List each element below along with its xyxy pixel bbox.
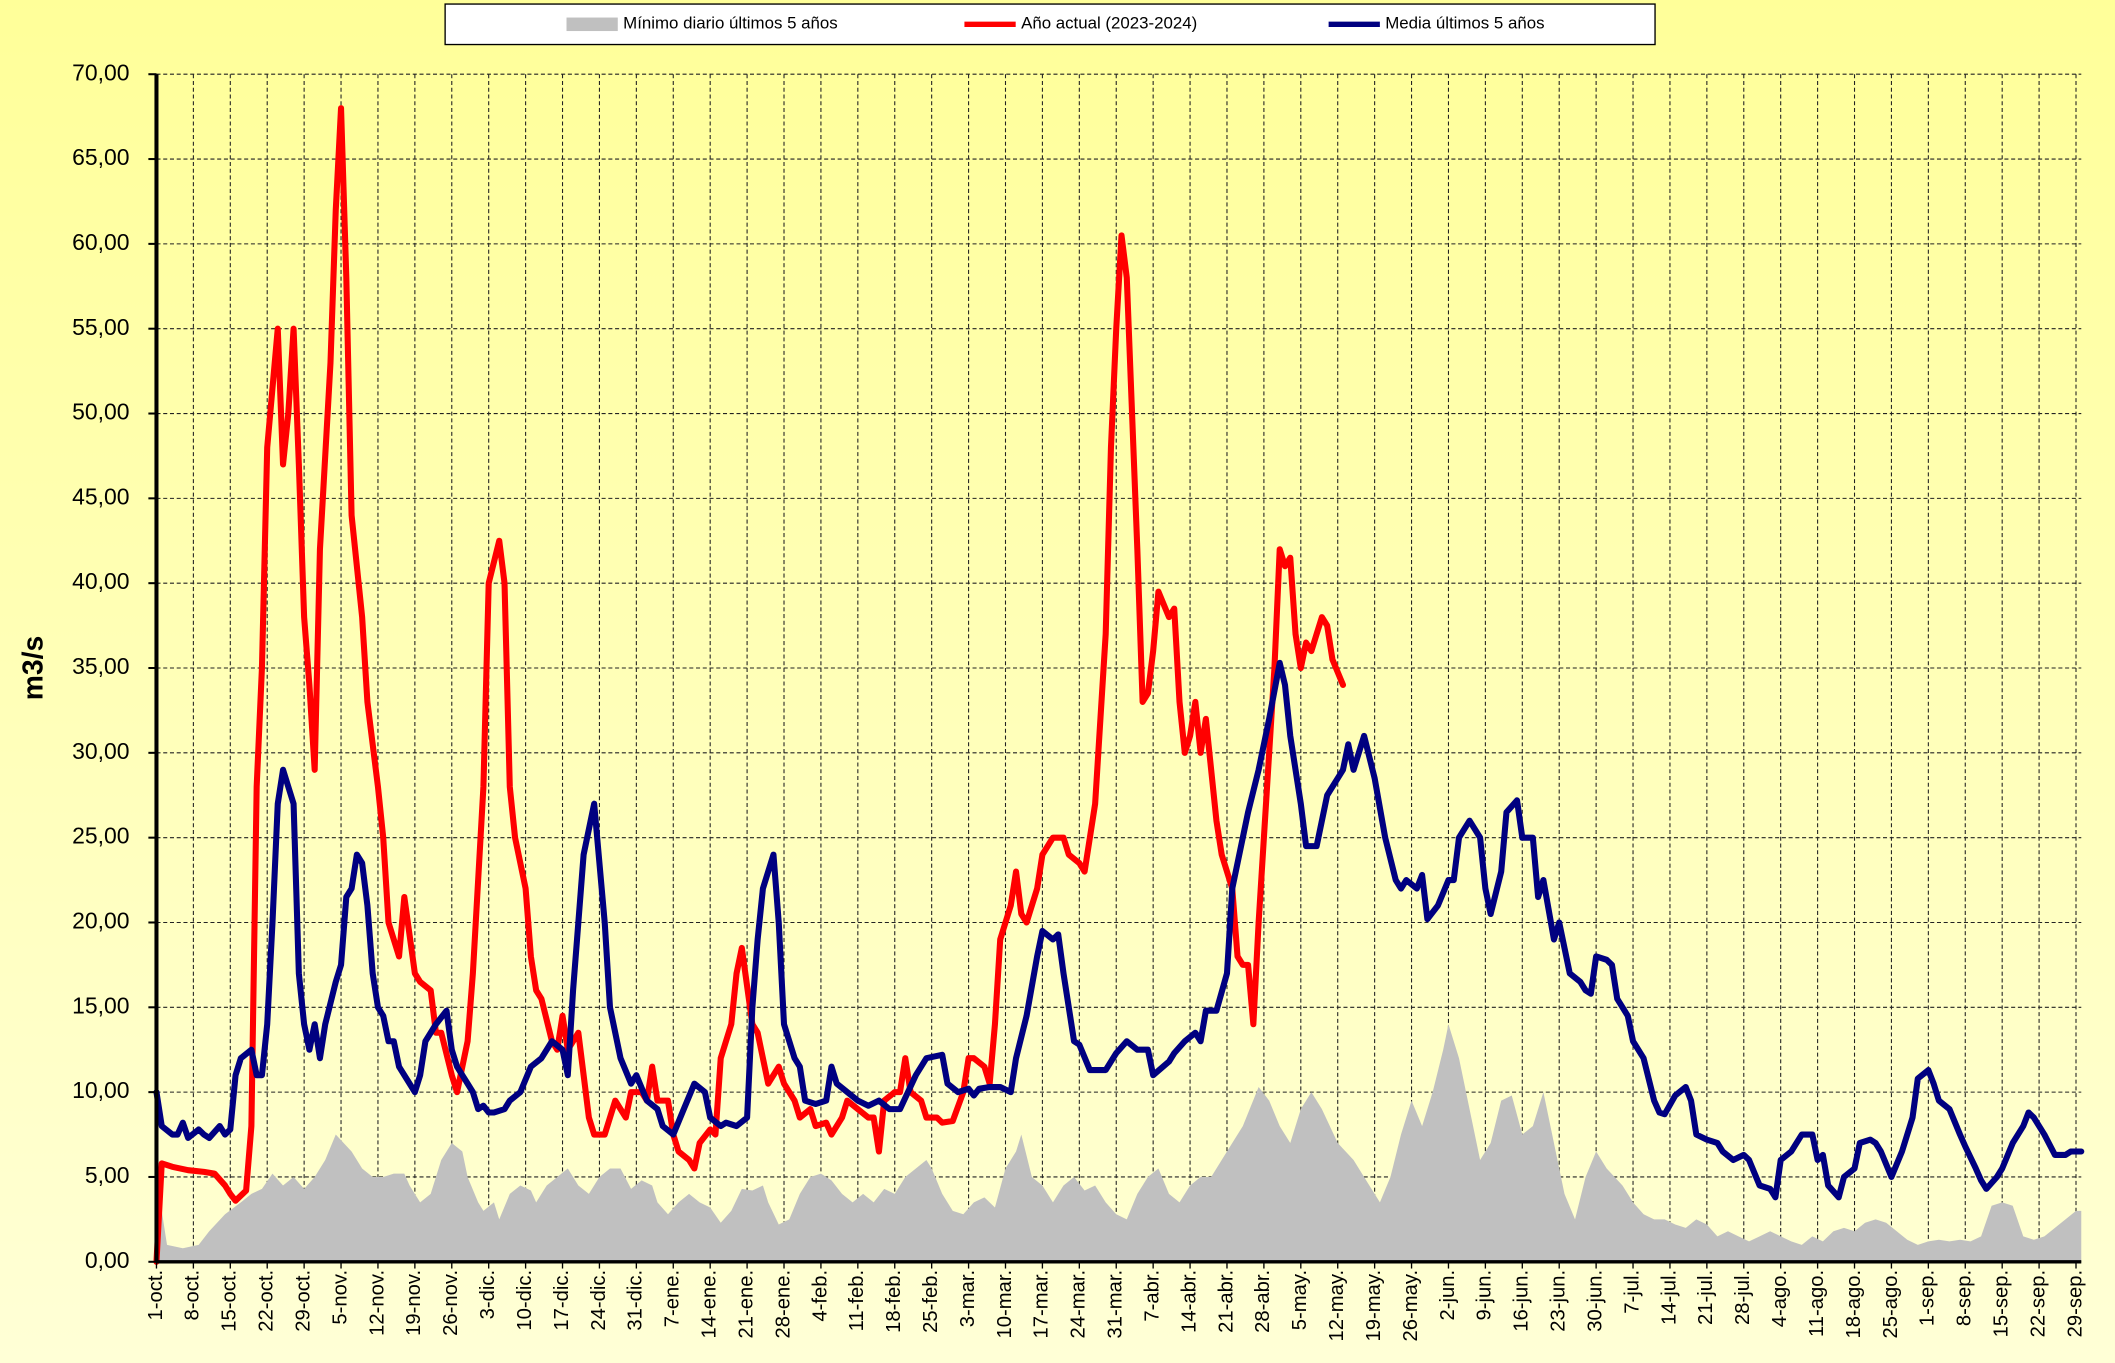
y-tick-label: 60,00: [72, 229, 129, 255]
x-tick-label: 3-dic.: [477, 1270, 499, 1319]
y-tick-label: 0,00: [85, 1247, 130, 1273]
x-tick-label: 5-may.: [1289, 1270, 1311, 1330]
x-tick-label: 17-mar.: [1031, 1270, 1053, 1339]
x-tick-label: 24-mar.: [1068, 1270, 1090, 1339]
line: [153, 659, 2085, 1201]
x-tick-label: 31-mar.: [1105, 1270, 1127, 1339]
y-tick-label: 15,00: [72, 992, 129, 1018]
x-tick-label: 7-ene.: [662, 1270, 684, 1327]
x-tick-label: 19-nov.: [403, 1270, 425, 1336]
y-tick-label: 45,00: [72, 483, 129, 509]
x-tick-label: 15-sep.: [1991, 1270, 2013, 1337]
x-tick-label: 21-jul.: [1695, 1270, 1717, 1325]
y-tick-label: 70,00: [72, 59, 129, 85]
y-tick-label: 55,00: [72, 314, 129, 340]
x-tick-label: 23-jun.: [1548, 1270, 1570, 1332]
x-tick-label: 25-feb.: [920, 1270, 942, 1333]
area: [156, 1024, 2082, 1262]
x-tick-label: 1-oct.: [145, 1270, 167, 1321]
x-tick-label: 19-may.: [1363, 1270, 1385, 1342]
x-tick-label: 28-abr.: [1252, 1270, 1274, 1333]
x-tick-label: 28-ene.: [772, 1270, 794, 1339]
x-tick-label: 7-jul.: [1621, 1270, 1643, 1314]
x-tick-label: 14-abr.: [1178, 1270, 1200, 1333]
x-tick-label: 18-ago.: [1843, 1270, 1865, 1339]
x-tick-label: 10-dic.: [514, 1270, 536, 1331]
legend: Mínimo diario últimos 5 años Año actual (…: [566, 14, 1545, 33]
y-tick-label: 65,00: [72, 144, 129, 170]
y-tick-label: 30,00: [72, 738, 129, 764]
x-tick-label: 31-dic.: [625, 1270, 647, 1331]
line: [153, 105, 1347, 1265]
x-tick-label: 14-ene.: [699, 1270, 721, 1339]
x-tick-label: 29-oct.: [292, 1270, 314, 1332]
x-tick-label: 21-abr.: [1215, 1270, 1237, 1333]
x-tick-label: 5-nov.: [329, 1270, 351, 1325]
x-tick-label: 24-dic.: [588, 1270, 610, 1331]
plot: [153, 105, 2085, 1265]
x-tick-label: 11-feb.: [846, 1270, 868, 1331]
x-tick-label: 21-ene.: [735, 1270, 757, 1339]
x-tick-label: 15-oct.: [219, 1270, 241, 1332]
x-tick-label: 17-dic.: [551, 1270, 573, 1331]
x-tick-label: 29-sep.: [2064, 1270, 2086, 1337]
y-tick-label: 50,00: [72, 399, 129, 425]
x-tick-label: 26-may.: [1400, 1270, 1422, 1342]
x-tick-label: 16-jun.: [1511, 1270, 1533, 1332]
y-axis-label: m3/s: [18, 636, 50, 701]
legend-label: Media últimos 5 años: [1385, 14, 1544, 33]
x-tick-label: 4-feb.: [809, 1270, 831, 1322]
x-tick-label: 22-sep.: [2027, 1270, 2049, 1337]
x-tick-label: 8-sep.: [1954, 1270, 1976, 1326]
x-tick-label: 18-feb.: [883, 1270, 905, 1333]
x-tick-label: 28-jul.: [1732, 1270, 1754, 1325]
y-tick-label: 35,00: [72, 653, 129, 679]
x-tick-label: 2-jun.: [1437, 1270, 1459, 1321]
y-tick-label: 10,00: [72, 1077, 129, 1103]
y-tick-label: 25,00: [72, 823, 129, 849]
x-tick-label: 1-sep.: [1917, 1270, 1939, 1326]
x-tick-label: 30-jun.: [1584, 1270, 1606, 1332]
x-tick-label: 9-jun.: [1474, 1270, 1496, 1321]
x-tick-label: 7-abr.: [1141, 1270, 1163, 1322]
x-tick-label: 11-ago.: [1806, 1270, 1828, 1337]
x-tick-label: 8-oct.: [182, 1270, 204, 1321]
x-tick-label: 10-mar.: [994, 1270, 1016, 1339]
legend-box: [444, 3, 1656, 46]
y-tick-label: 40,00: [72, 568, 129, 594]
x-tick-label: 3-mar.: [957, 1270, 979, 1327]
y-tick-label: 5,00: [85, 1162, 130, 1188]
legend-label: Mínimo diario últimos 5 años: [623, 14, 838, 33]
x-tick-label: 4-ago.: [1769, 1270, 1791, 1327]
y-tick-label: 20,00: [72, 908, 129, 934]
legend-label: Año actual (2023-2024): [1021, 14, 1197, 33]
x-tick-label: 22-oct.: [256, 1270, 278, 1332]
x-tick-label: 14-jul.: [1658, 1270, 1680, 1325]
x-tick-label: 12-may.: [1326, 1270, 1348, 1342]
x-tick-label: 25-ago.: [1880, 1270, 1902, 1339]
axes: 0,00 5,00 10,00 15,00 20,00 25,00 30,00 35,00 40…: [72, 59, 2086, 1341]
x-tick-label: 26-nov.: [440, 1270, 462, 1336]
x-tick-label: 12-nov.: [366, 1270, 388, 1336]
legend-swatch: [566, 17, 618, 32]
